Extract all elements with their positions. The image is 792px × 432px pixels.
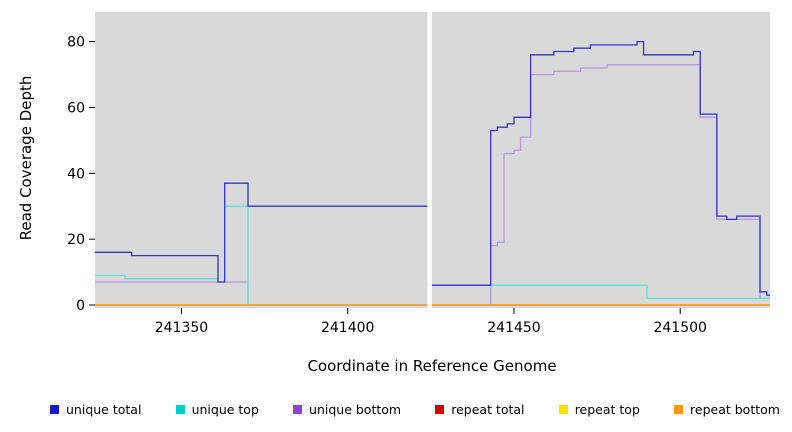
legend-item-repeat-top: repeat top — [558, 401, 640, 417]
x-tick-label: 241500 — [653, 320, 706, 336]
legend-swatch-unique-total — [50, 404, 59, 414]
y-tick-label: 60 — [67, 100, 85, 116]
legend-item-unique-top: unique top — [175, 401, 259, 417]
legend-swatch-unique-top — [175, 404, 185, 414]
legend-label: unique top — [191, 401, 259, 417]
coverage-gap — [427, 12, 432, 308]
legend-label: repeat top — [574, 401, 640, 417]
legend-item-unique-bottom: unique bottom — [293, 402, 401, 417]
legend-item-repeat-bottom: repeat bottom — [674, 402, 780, 417]
x-tick-label: 241450 — [487, 320, 540, 336]
y-tick-label: 40 — [67, 166, 85, 182]
y-tick-label: 80 — [67, 35, 85, 51]
series-line-unique-total — [95, 40, 770, 296]
legend-swatch-repeat-top — [558, 404, 568, 414]
legend-item-unique-total: unique total — [50, 402, 141, 417]
x-axis-label: Coordinate in Reference Genome — [307, 357, 557, 375]
legend-label: unique total — [66, 401, 142, 417]
legend-label: repeat bottom — [690, 401, 780, 417]
legend: unique total unique top unique bottom repea… — [0, 399, 792, 419]
legend-item-repeat-total: repeat total — [435, 401, 525, 417]
x-tick-label: 241350 — [155, 320, 208, 336]
legend-swatch-unique-bottom — [293, 404, 303, 414]
x-tick-label: 241400 — [321, 320, 374, 336]
legend-label: repeat total — [451, 401, 525, 417]
legend-swatch-repeat-bottom — [674, 404, 684, 414]
legend-label: unique bottom — [309, 401, 402, 417]
y-axis-label: Read Coverage Depth — [17, 75, 35, 241]
plot-background — [95, 12, 770, 308]
series-line-unique-top — [95, 205, 770, 306]
y-tick-label: 0 — [76, 298, 85, 314]
y-tick-label: 20 — [67, 232, 85, 248]
coverage-plot: 241350 241400 241450 241500 0 20 40 60 80 — [67, 12, 770, 336]
legend-swatch-repeat-total — [435, 404, 445, 414]
